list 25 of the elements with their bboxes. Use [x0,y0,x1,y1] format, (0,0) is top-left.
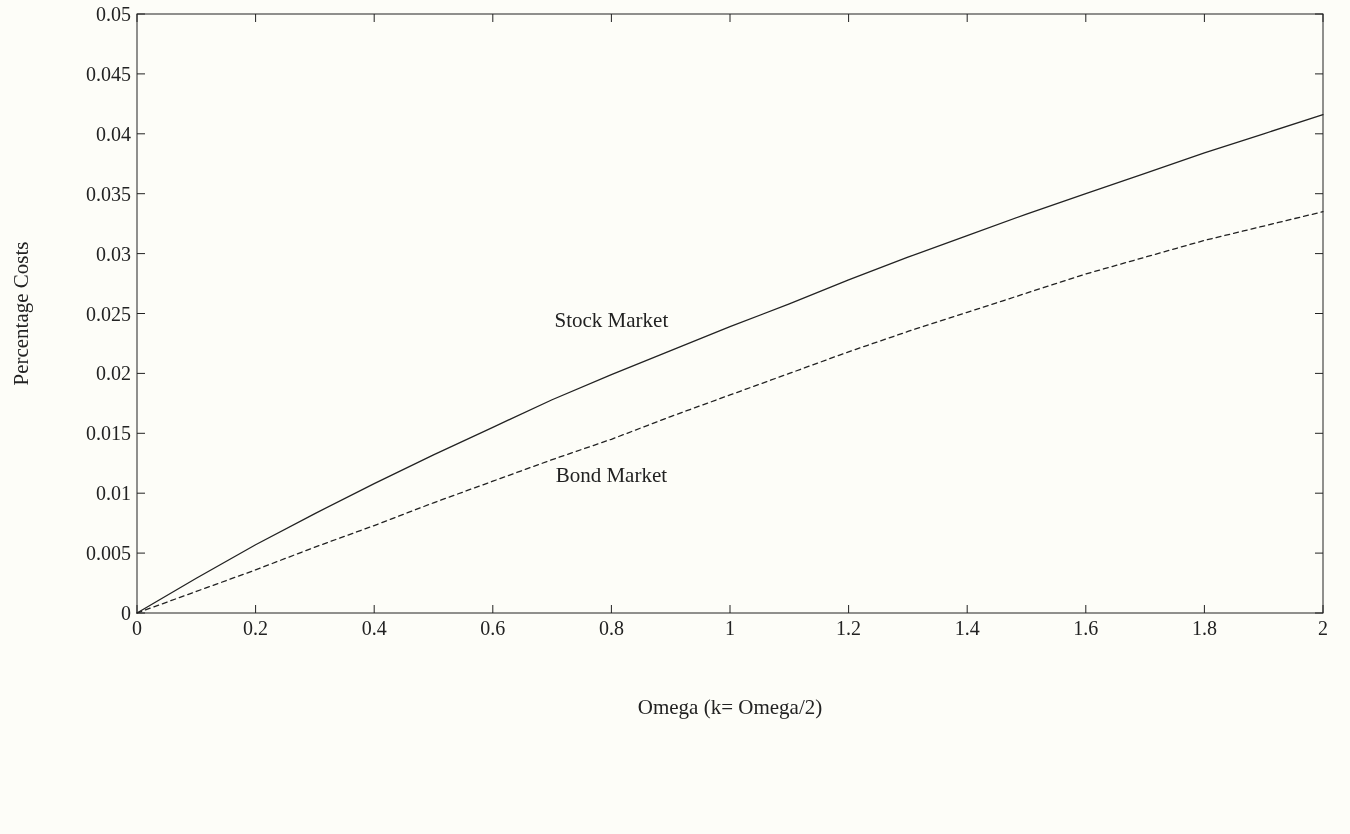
y-tick-label: 0.015 [86,422,131,445]
y-tick-label: 0.03 [96,242,131,265]
x-tick-label: 0.8 [598,617,624,639]
x-axis-title: Omega (k= Omega/2) [637,695,823,719]
x-tick-label: 1.8 [1191,617,1217,639]
y-tick-label: 0.02 [96,362,131,385]
y-tick-label: 0.01 [96,482,131,505]
y-tick-label: 0.04 [96,122,131,145]
y-tick-label: 0.025 [86,302,131,325]
x-tick-label: 2 [1318,617,1328,639]
x-tick-label: 0.6 [480,617,506,639]
y-tick-label: 0.045 [86,62,131,85]
x-tick-label: 0.4 [361,617,387,639]
y-tick-label: 0.005 [86,542,131,565]
x-tick-label: 1.6 [1073,617,1099,639]
series-label: Stock Market [554,307,669,332]
x-tick-label: 1.4 [954,617,980,639]
x-tick-label: 0.2 [243,617,269,639]
y-tick-label: 0 [121,602,131,624]
y-tick-label: 0.05 [96,3,131,25]
series-label: Bond Market [555,463,668,488]
x-tick-label: 1.2 [836,617,862,639]
x-tick-label: 1 [725,617,735,639]
y-axis-title: Percentage Costs [9,241,33,386]
y-tick-label: 0.035 [86,182,131,205]
